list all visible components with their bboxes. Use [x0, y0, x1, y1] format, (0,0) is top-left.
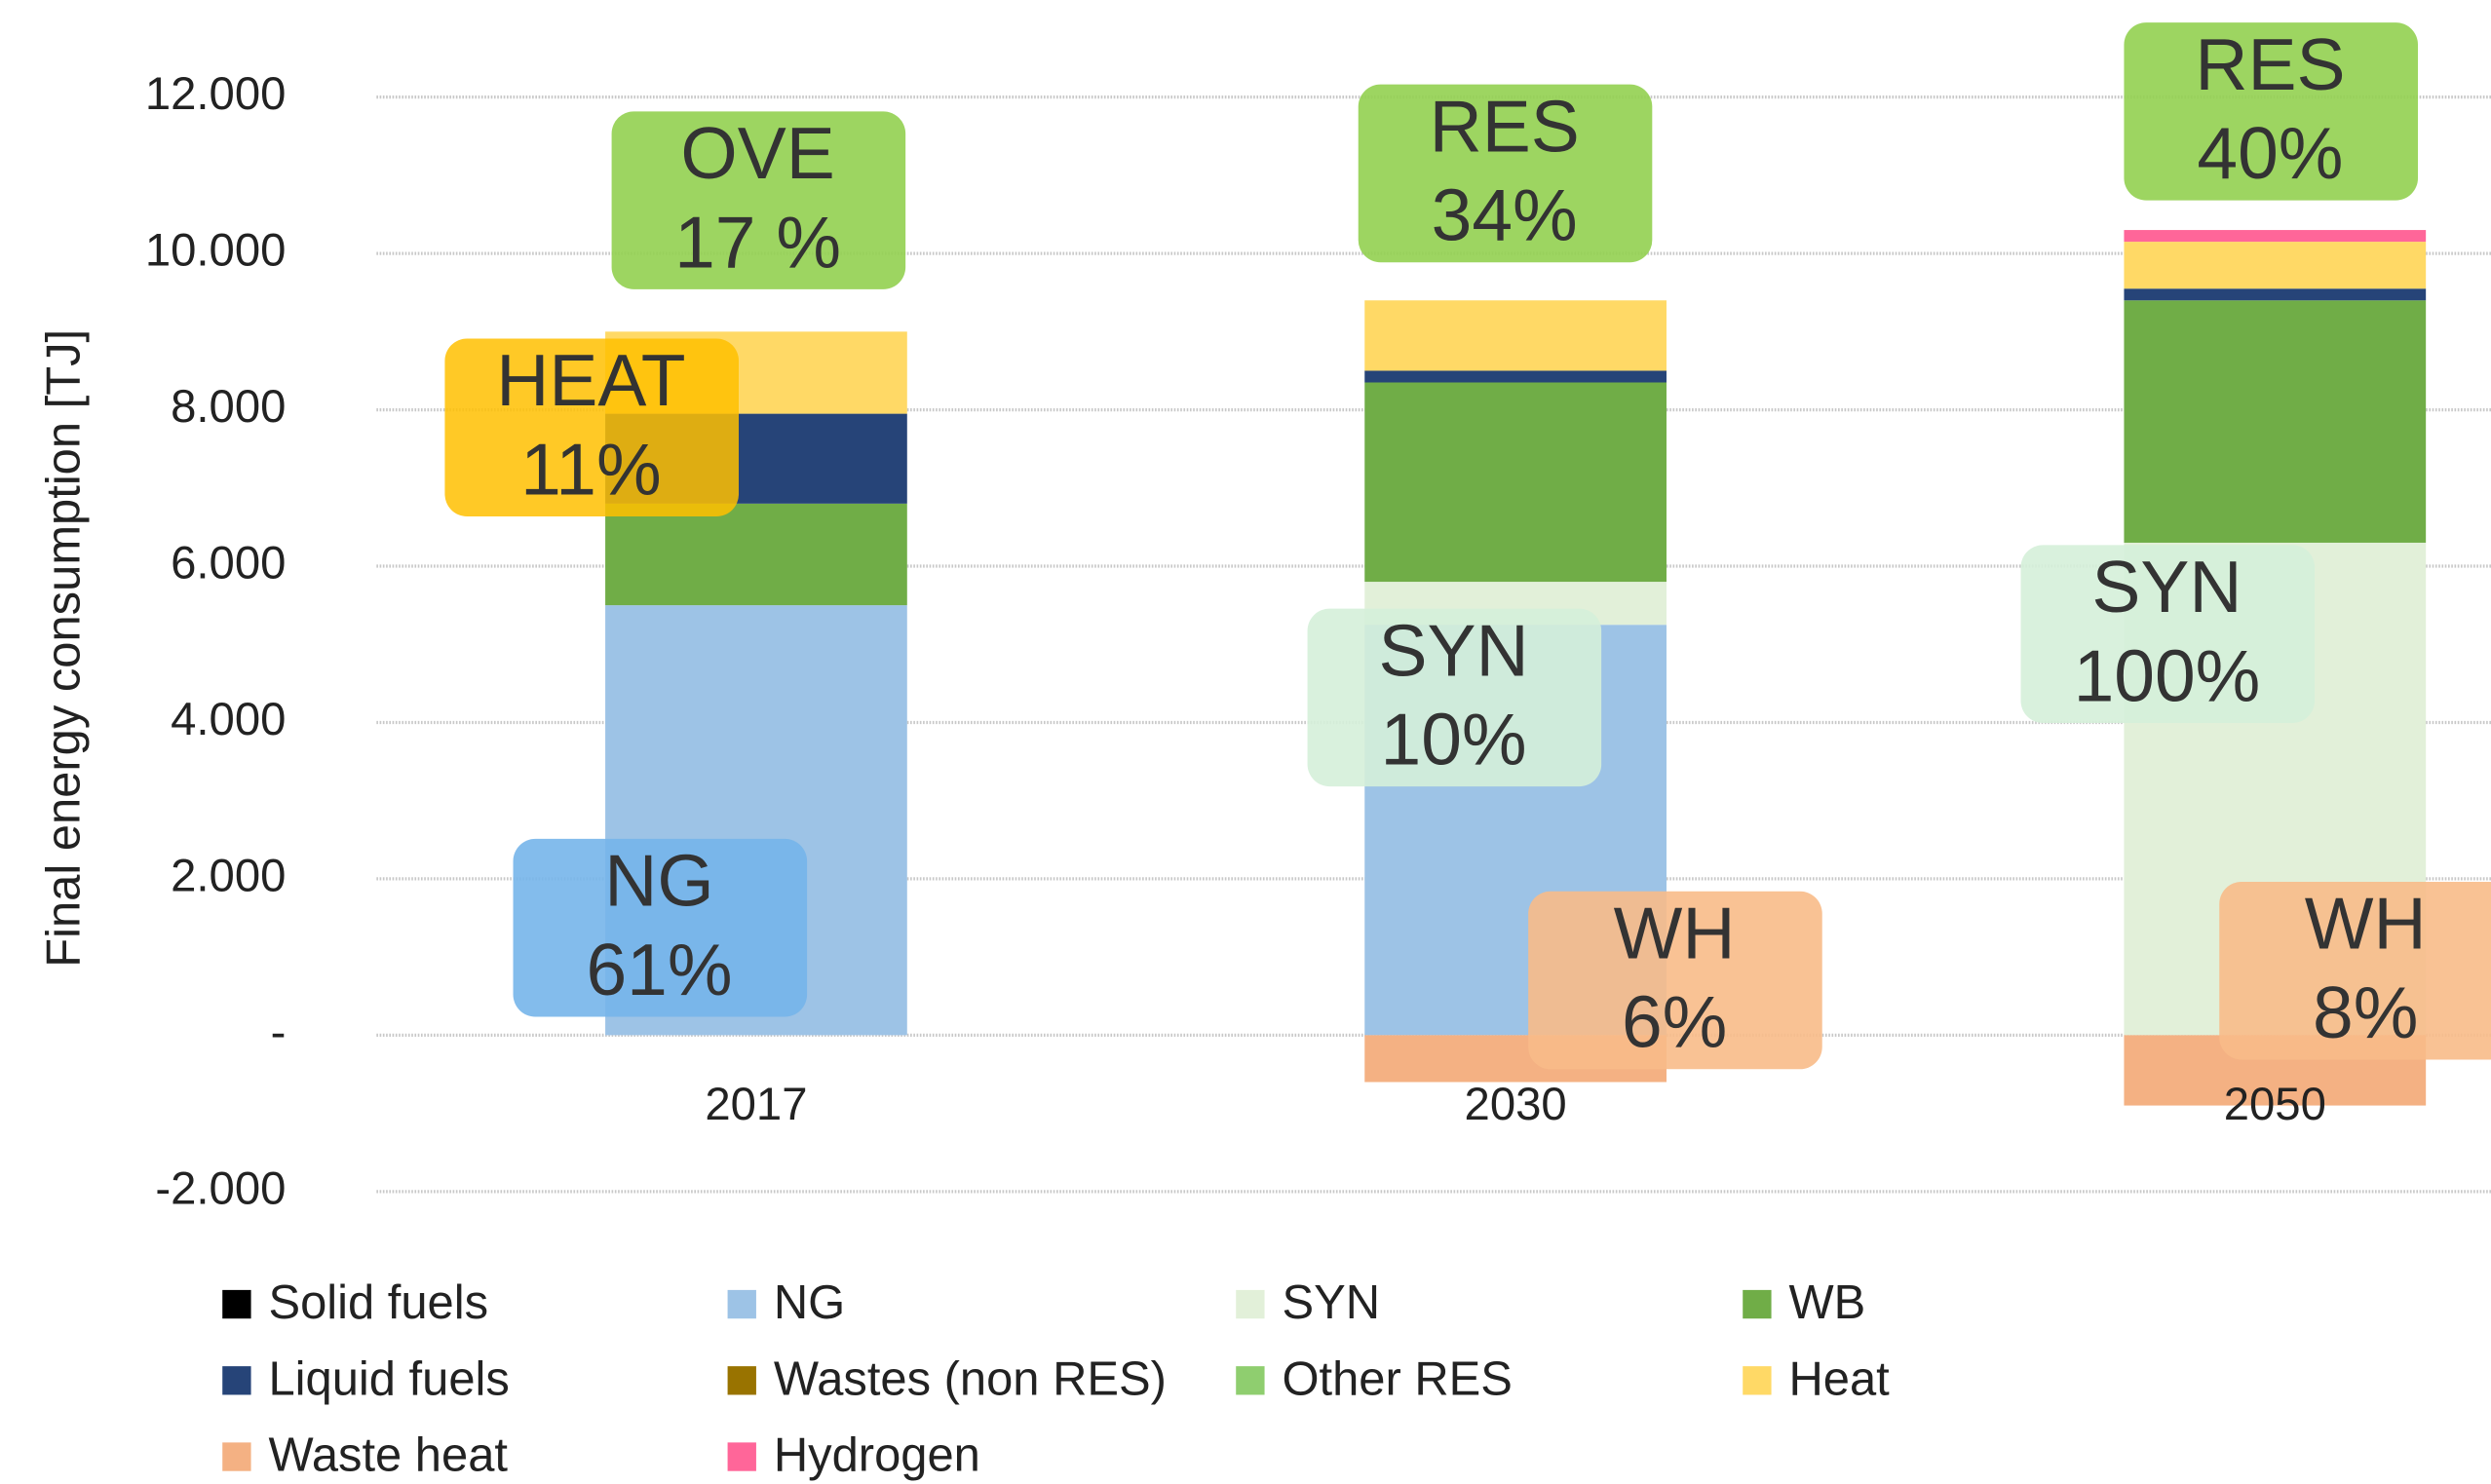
x-tick-label: 2050 — [2224, 1079, 2326, 1130]
bar-segment — [605, 503, 907, 606]
legend-swatch — [1743, 1366, 1772, 1395]
bar-segment — [2124, 288, 2427, 301]
legend-swatch — [1236, 1289, 1265, 1319]
bar-segment — [2124, 230, 2427, 243]
y-axis-title: Final energy consumption [TJ] — [37, 329, 90, 968]
bar-segment — [1364, 300, 1667, 371]
callout-box — [611, 111, 906, 289]
y-tick-label: 2.000 — [171, 850, 286, 901]
legend-label: SYN — [1282, 1276, 1380, 1329]
legend-label: Heat — [1788, 1352, 1890, 1405]
legend-label: Waste heat — [268, 1429, 508, 1482]
callout: WH6% — [1528, 891, 1822, 1070]
callout-box — [2219, 881, 2491, 1060]
y-tick-label: -2.000 — [155, 1162, 286, 1214]
callout-text: 61% — [586, 929, 732, 1010]
callout-text: WH — [1614, 892, 1736, 973]
callout-text: 8% — [2313, 971, 2418, 1053]
callout-text: 11% — [520, 428, 661, 510]
callout-text: 40% — [2197, 112, 2343, 194]
callout: WH8% — [2219, 881, 2491, 1060]
legend-label: WB — [1788, 1276, 1865, 1329]
legend-swatch — [727, 1366, 756, 1395]
legend-swatch — [222, 1289, 251, 1319]
callout-box — [444, 338, 739, 517]
legend-swatch — [727, 1442, 756, 1471]
callout-text: NG — [604, 840, 713, 922]
callout-text: RES — [1430, 85, 1580, 167]
legend-label: Liquid fuels — [268, 1352, 509, 1405]
callout-text: 100% — [2074, 634, 2261, 716]
callout-box — [2020, 545, 2316, 723]
callout-box — [2124, 22, 2419, 201]
callout-text: 6% — [1622, 981, 1727, 1063]
callout-box — [1307, 608, 1602, 787]
bar-segment — [1364, 370, 1667, 383]
callout-text: OVE — [680, 112, 834, 194]
callout-text: WH — [2305, 883, 2427, 965]
legend-label: Solid fuels — [268, 1276, 488, 1329]
x-tick-label: 2030 — [1465, 1079, 1567, 1130]
legend-swatch — [1743, 1289, 1772, 1319]
callout-text: 34% — [1432, 174, 1578, 256]
y-tick-label: - — [271, 1007, 287, 1058]
callout-text: 10% — [1381, 699, 1527, 780]
callout-box — [1528, 891, 1822, 1070]
legend-swatch — [727, 1289, 756, 1319]
legend-swatch — [222, 1366, 251, 1395]
y-tick-label: 10.000 — [145, 225, 287, 277]
bar-segment — [2124, 300, 2427, 543]
y-tick-label: 4.000 — [171, 694, 286, 745]
callout-text: RES — [2195, 23, 2345, 105]
legend-label: Other RES — [1282, 1352, 1512, 1405]
legend-swatch — [222, 1442, 251, 1471]
callout-text: HEAT — [496, 339, 685, 421]
callout-text: SYN — [2091, 546, 2242, 628]
callout-text: 17 % — [674, 201, 841, 283]
y-tick-label: 8.000 — [171, 381, 286, 433]
callout-text: SYN — [1378, 609, 1528, 691]
legend-swatch — [1236, 1366, 1265, 1395]
x-tick-label: 2017 — [705, 1079, 807, 1130]
y-tick-label: 6.000 — [171, 538, 286, 590]
legend-label: Hydrogen — [774, 1429, 980, 1482]
legend-label: NG — [774, 1276, 845, 1329]
legend-label: Wastes (non RES) — [774, 1352, 1167, 1405]
bar-segment — [1364, 382, 1667, 583]
callout-box — [513, 838, 808, 1017]
callout-box — [1358, 84, 1653, 263]
bar-segment — [2124, 242, 2427, 289]
y-tick-label: 12.000 — [145, 68, 287, 120]
